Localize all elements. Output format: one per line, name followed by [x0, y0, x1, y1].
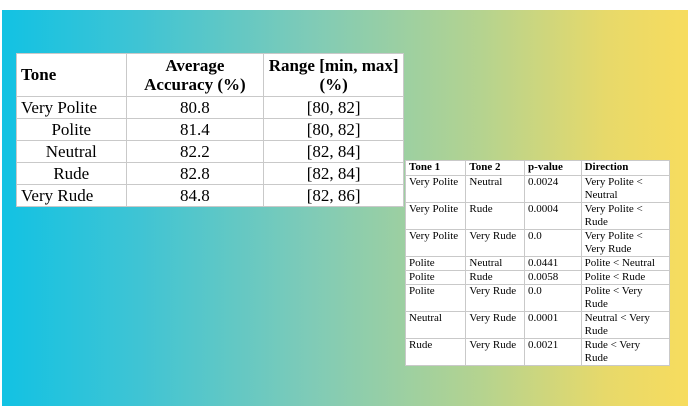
table-row: Very Rude 84.8 [82, 86]: [16, 184, 404, 207]
cell-tone-1: Polite: [404, 256, 467, 271]
cell-range: [82, 84]: [263, 140, 404, 163]
accuracy-table-header-row: Tone Average Accuracy (%) Range [min, ma…: [16, 53, 404, 97]
cell-tone: Polite: [16, 118, 127, 141]
cell-direction: Neutral < Very Rude: [580, 311, 671, 339]
cell-p-value: 0.0001: [524, 311, 582, 339]
cell-tone: Very Polite: [16, 96, 127, 119]
cell-tone-2: Rude: [465, 202, 526, 230]
cell-tone-2: Very Rude: [465, 229, 526, 257]
cell-tone-2: Very Rude: [465, 338, 526, 366]
gradient-background: Tone Average Accuracy (%) Range [min, ma…: [2, 10, 688, 406]
significance-table-header-row: Tone 1 Tone 2 p-value Direction: [404, 160, 671, 176]
header-p-value: p-value: [524, 160, 582, 176]
cell-p-value: 0.0058: [524, 270, 582, 285]
cell-direction: Polite < Very Rude: [580, 284, 671, 312]
header-average-accuracy: Average Accuracy (%): [125, 53, 265, 97]
table-row: Very Polite 80.8 [80, 82]: [16, 96, 404, 119]
cell-accuracy: 82.2: [125, 140, 265, 163]
cell-p-value: 0.0024: [524, 175, 582, 203]
table-row: Neutral Very Rude 0.0001 Neutral < Very …: [404, 311, 671, 339]
cell-tone-1: Neutral: [404, 311, 467, 339]
cell-range: [82, 84]: [263, 162, 404, 185]
cell-direction: Very Polite < Neutral: [580, 175, 671, 203]
table-row: Very Polite Very Rude 0.0 Very Polite < …: [404, 229, 671, 257]
cell-tone: Neutral: [16, 140, 127, 163]
header-range: Range [min, max] (%): [263, 53, 404, 97]
accuracy-table: Tone Average Accuracy (%) Range [min, ma…: [16, 53, 404, 207]
cell-range: [80, 82]: [263, 118, 404, 141]
cell-tone: Very Rude: [16, 184, 127, 207]
cell-accuracy: 82.8: [125, 162, 265, 185]
cell-direction: Polite < Rude: [580, 270, 671, 285]
table-row: Polite Rude 0.0058 Polite < Rude: [404, 270, 671, 285]
cell-p-value: 0.0021: [524, 338, 582, 366]
table-row: Very Polite Rude 0.0004 Very Polite < Ru…: [404, 202, 671, 230]
table-row: Polite Neutral 0.0441 Polite < Neutral: [404, 256, 671, 271]
cell-p-value: 0.0004: [524, 202, 582, 230]
cell-direction: Rude < Very Rude: [580, 338, 671, 366]
cell-tone-1: Rude: [404, 338, 467, 366]
cell-tone: Rude: [16, 162, 127, 185]
cell-range: [82, 86]: [263, 184, 404, 207]
cell-accuracy: 84.8: [125, 184, 265, 207]
header-tone: Tone: [16, 53, 127, 97]
cell-tone-1: Very Polite: [404, 175, 467, 203]
header-tone-2: Tone 2: [465, 160, 526, 176]
cell-tone-2: Very Rude: [465, 284, 526, 312]
table-row: Very Polite Neutral 0.0024 Very Polite <…: [404, 175, 671, 203]
header-direction: Direction: [580, 160, 671, 176]
cell-range: [80, 82]: [263, 96, 404, 119]
cell-tone-1: Very Polite: [404, 202, 467, 230]
cell-accuracy: 80.8: [125, 96, 265, 119]
cell-tone-2: Very Rude: [465, 311, 526, 339]
cell-tone-2: Neutral: [465, 256, 526, 271]
cell-accuracy: 81.4: [125, 118, 265, 141]
cell-tone-1: Very Polite: [404, 229, 467, 257]
cell-direction: Polite < Neutral: [580, 256, 671, 271]
table-row: Polite 81.4 [80, 82]: [16, 118, 404, 141]
table-row: Neutral 82.2 [82, 84]: [16, 140, 404, 163]
cell-tone-1: Polite: [404, 270, 467, 285]
cell-p-value: 0.0: [524, 284, 582, 312]
cell-direction: Very Polite < Rude: [580, 202, 671, 230]
cell-p-value: 0.0: [524, 229, 582, 257]
header-tone-1: Tone 1: [404, 160, 467, 176]
cell-direction: Very Polite < Very Rude: [580, 229, 671, 257]
cell-tone-2: Rude: [465, 270, 526, 285]
cell-p-value: 0.0441: [524, 256, 582, 271]
cell-tone-2: Neutral: [465, 175, 526, 203]
cell-tone-1: Polite: [404, 284, 467, 312]
table-row: Polite Very Rude 0.0 Polite < Very Rude: [404, 284, 671, 312]
table-row: Rude Very Rude 0.0021 Rude < Very Rude: [404, 338, 671, 366]
significance-table: Tone 1 Tone 2 p-value Direction Very Pol…: [404, 160, 671, 366]
table-row: Rude 82.8 [82, 84]: [16, 162, 404, 185]
